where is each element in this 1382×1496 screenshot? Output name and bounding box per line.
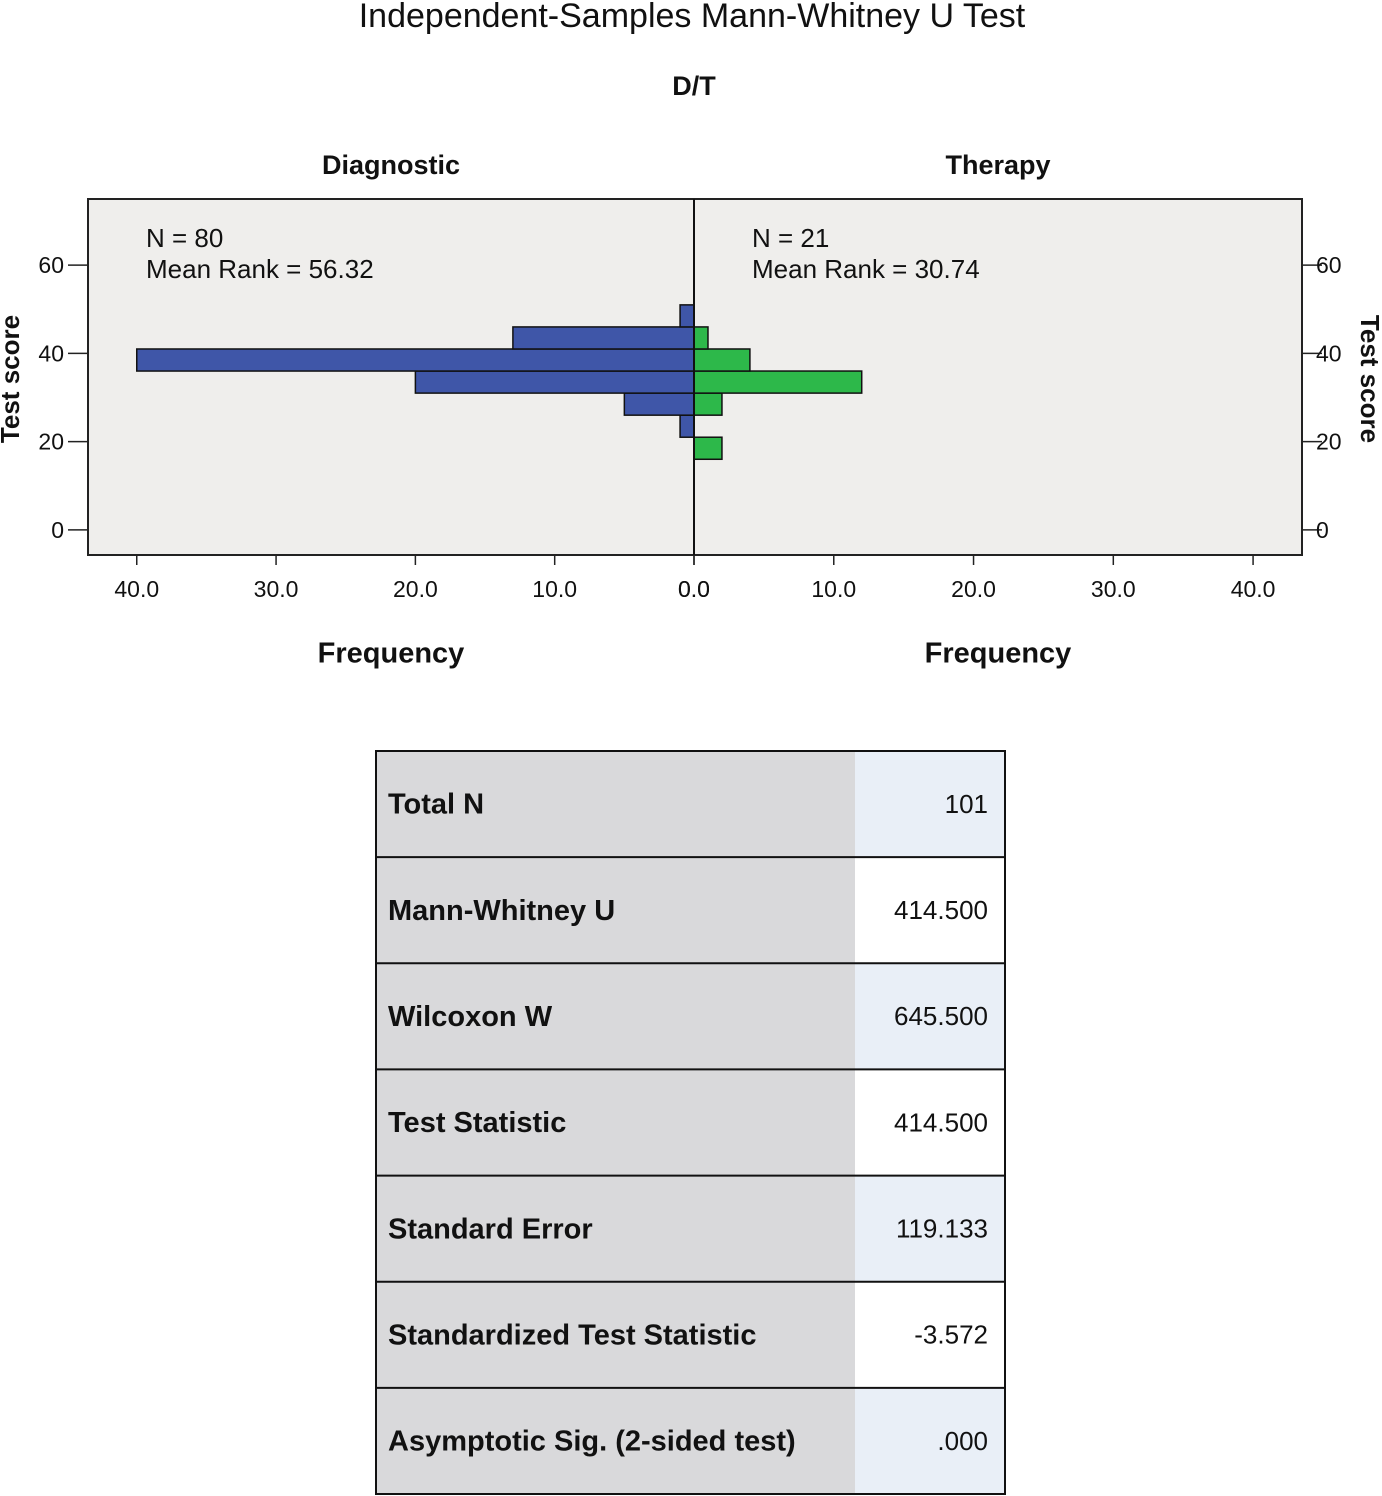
histogram-bar [623,392,695,416]
x-tick-label: 20.0 [393,576,438,602]
x-tick-label: 0.0 [678,576,710,602]
y-axis-label: Test score [1355,315,1382,443]
row-value: 414.500 [894,1107,988,1137]
histogram-bar [693,348,751,372]
value-cell [855,963,1005,1070]
row-value: 645.500 [894,1001,988,1031]
annotation: N = 21 [752,223,829,253]
x-axis-label: Frequency [318,638,465,670]
histogram-bar [679,414,695,438]
annotation: N = 80 [146,223,223,253]
row-label: Mann-Whitney U [388,895,615,927]
x-tick-label: 30.0 [254,576,299,602]
row-value: .000 [937,1426,988,1456]
y-tick-label: 40 [38,340,64,366]
row-label: Asymptotic Sig. (2-sided test) [388,1426,796,1458]
histogram-bar [512,326,695,350]
histogram-bar [136,348,695,372]
x-tick-label: 30.0 [1091,576,1136,602]
label-cell [376,1281,855,1388]
value-cell [855,751,1005,858]
row-value: 119.133 [896,1214,988,1244]
value-cell [855,1387,1005,1494]
x-axis-label: Frequency [925,638,1072,670]
chart-title: Independent-Samples Mann-Whitney U Test [359,0,1026,35]
row-label: Wilcoxon W [388,1001,553,1033]
row-value: 414.500 [894,895,988,925]
y-tick-label: 60 [38,252,64,278]
label-cell [376,1175,855,1282]
y-tick-label: 20 [1316,429,1342,455]
y-tick-label: 60 [1316,252,1342,278]
row-value: 101 [945,789,988,819]
row-label: Standard Error [388,1213,593,1245]
value-cell [855,857,1005,964]
panel-label: Diagnostic [322,150,460,180]
histogram-bar [693,326,709,350]
x-tick-label: 40.0 [1231,576,1276,602]
x-tick-label: 20.0 [951,576,996,602]
label-cell [376,1387,855,1494]
label-cell [376,857,855,964]
histogram-bar [679,304,695,328]
y-tick-label: 40 [1316,340,1342,366]
value-cell [855,1069,1005,1176]
annotation: Mean Rank = 56.32 [146,254,374,284]
label-cell [376,963,855,1070]
row-label: Test Statistic [388,1107,566,1139]
value-cell [855,1281,1005,1388]
histogram-bar [693,436,723,461]
row-label: Total N [388,789,484,821]
annotation: Mean Rank = 30.74 [752,254,980,284]
row-value: -3.572 [914,1320,988,1350]
x-tick-label: 0.0 [678,576,710,602]
chart-subtitle: D/T [672,71,716,101]
x-tick-label: 10.0 [811,576,856,602]
y-tick-label: 20 [38,429,64,455]
value-cell [855,1175,1005,1282]
label-cell [376,1069,855,1176]
y-tick-label: 0 [51,517,64,543]
x-tick-label: 10.0 [532,576,577,602]
label-cell [376,751,855,858]
row-label: Standardized Test Statistic [388,1319,757,1351]
y-axis-label: Test score [0,315,25,443]
histogram-bar [414,370,695,394]
table-border [375,750,1006,1495]
histogram-bar [693,370,863,394]
histogram-bar [693,392,723,416]
x-tick-label: 40.0 [114,576,159,602]
y-tick-label: 0 [1316,517,1329,543]
panel-label: Therapy [945,150,1050,180]
